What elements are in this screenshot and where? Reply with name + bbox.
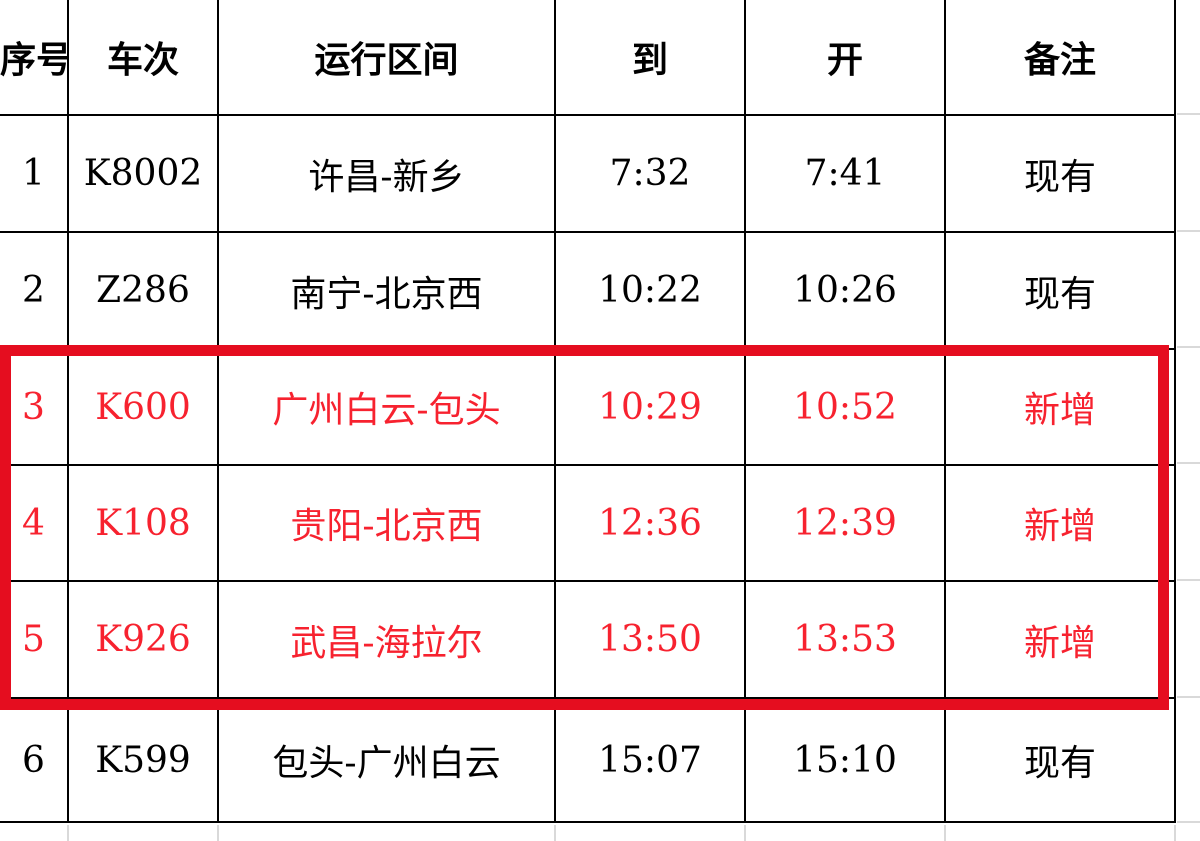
table-body: 1 K8002 许昌-新乡 7:32 7:41 现有 2 Z286 南宁-北京西 10:22 10:… <box>0 114 1176 823</box>
train-schedule-table: 序号 车次 运行区间到开备注 1 K8002 许昌-新乡 7:32 7:41 现有 2 Z286 南… <box>0 0 1176 823</box>
cell-remark: 现有 <box>944 697 1176 823</box>
cell-depart: 12:39 <box>744 464 946 582</box>
cell-depart: 10:26 <box>744 231 946 350</box>
column-header-train: 车次 <box>67 0 219 116</box>
gridline <box>1177 579 1200 581</box>
table-row: 4 K108 贵阳-北京西 12:36 12:39 新增 <box>0 464 1176 582</box>
cell-remark: 现有 <box>944 231 1176 350</box>
gridline <box>1177 346 1200 348</box>
cell-index: 4 <box>0 464 69 582</box>
column-header-index: 序号 <box>0 0 69 116</box>
cell-route: 许昌-新乡 <box>217 114 556 233</box>
table-row: 5 K926 武昌-海拉尔 13:50 13:53 新增 <box>0 580 1176 699</box>
gridline <box>944 825 946 841</box>
cell-route: 南宁-北京西 <box>217 231 556 350</box>
cell-train: K599 <box>67 697 219 823</box>
column-header-route: 运行区间 <box>217 0 556 116</box>
cell-depart: 13:53 <box>744 580 946 699</box>
cell-arrive: 15:07 <box>554 697 746 823</box>
cell-route: 武昌-海拉尔 <box>217 580 556 699</box>
header-row: 序号 车次 运行区间到开备注 <box>0 0 1176 116</box>
cell-index: 2 <box>0 231 69 350</box>
gridline <box>1174 825 1176 841</box>
gridline <box>1177 821 1200 823</box>
table-row: 1 K8002 许昌-新乡 7:32 7:41 现有 <box>0 114 1176 233</box>
cell-index: 6 <box>0 697 69 823</box>
column-header-remark: 备注 <box>944 0 1176 116</box>
table-row: 6 K599 包头-广州白云 15:07 15:10 现有 <box>0 697 1176 823</box>
cell-train: K108 <box>67 464 219 582</box>
cell-depart: 10:52 <box>744 348 946 466</box>
table-row: 3 K600 广州白云-包头 10:29 10:52 新增 <box>0 348 1176 466</box>
column-header-depart: 开 <box>744 0 946 116</box>
gridline <box>1177 230 1200 232</box>
cell-train: K926 <box>67 580 219 699</box>
cell-train: Z286 <box>67 231 219 350</box>
gridline <box>554 825 556 841</box>
cell-arrive: 7:32 <box>554 114 746 233</box>
cell-remark: 新增 <box>944 348 1176 466</box>
cell-arrive: 10:22 <box>554 231 746 350</box>
cell-depart: 7:41 <box>744 114 946 233</box>
cell-remark: 现有 <box>944 114 1176 233</box>
cell-arrive: 12:36 <box>554 464 746 582</box>
cell-depart: 15:10 <box>744 697 946 823</box>
gridline <box>1177 113 1200 115</box>
column-header-arrive: 到 <box>554 0 746 116</box>
cell-index: 1 <box>0 114 69 233</box>
gridline <box>1177 462 1200 464</box>
cell-route: 贵阳-北京西 <box>217 464 556 582</box>
table-row: 2 Z286 南宁-北京西 10:22 10:26 现有 <box>0 231 1176 350</box>
gridline <box>67 825 69 841</box>
cell-arrive: 10:29 <box>554 348 746 466</box>
cell-train: K600 <box>67 348 219 466</box>
gridline <box>744 825 746 841</box>
gridline <box>1177 696 1200 698</box>
cell-remark: 新增 <box>944 464 1176 582</box>
cell-train: K8002 <box>67 114 219 233</box>
cell-index: 5 <box>0 580 69 699</box>
cell-remark: 新增 <box>944 580 1176 699</box>
cell-index: 3 <box>0 348 69 466</box>
cell-arrive: 13:50 <box>554 580 746 699</box>
cell-route: 包头-广州白云 <box>217 697 556 823</box>
gridline <box>217 825 219 841</box>
cell-route: 广州白云-包头 <box>217 348 556 466</box>
